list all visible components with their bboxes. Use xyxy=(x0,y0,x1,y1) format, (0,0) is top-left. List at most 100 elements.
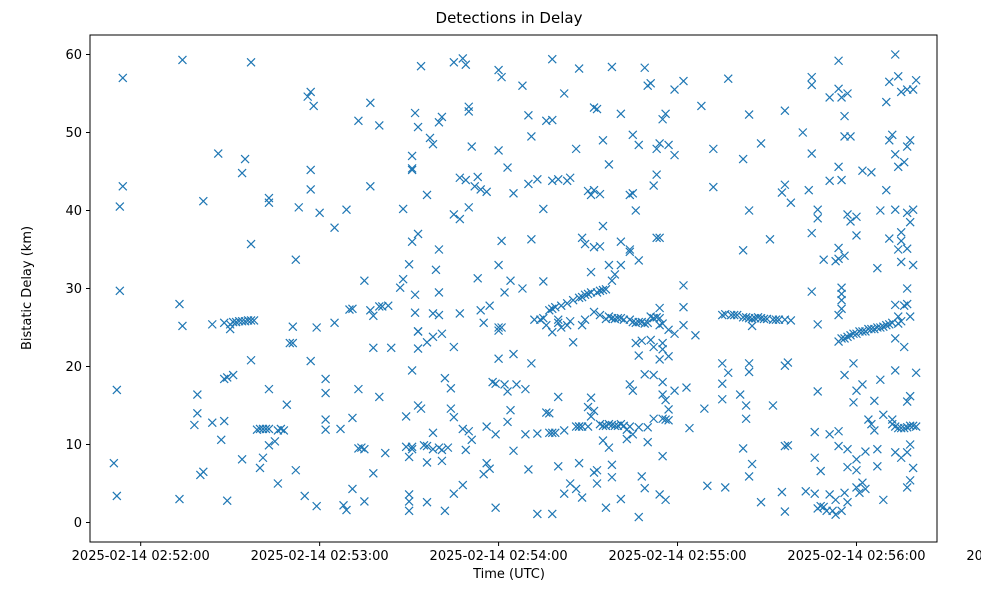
x-tick-label: 2025-02-14 02:53:00 xyxy=(251,549,389,564)
data-point xyxy=(365,98,375,108)
data-point xyxy=(843,444,852,454)
data-point xyxy=(336,424,345,434)
data-point xyxy=(112,491,122,501)
data-point xyxy=(509,188,518,198)
data-point xyxy=(464,426,474,436)
data-point xyxy=(640,483,650,493)
data-point xyxy=(843,462,852,472)
data-point xyxy=(884,135,894,145)
data-point xyxy=(902,397,912,407)
data-point xyxy=(896,316,906,326)
data-point xyxy=(840,370,849,380)
data-point xyxy=(348,484,357,494)
data-point xyxy=(482,458,492,468)
data-point xyxy=(434,310,444,320)
data-point xyxy=(843,497,852,507)
data-point xyxy=(887,130,897,140)
data-point xyxy=(509,446,518,456)
data-point xyxy=(568,295,578,305)
data-point xyxy=(837,289,846,299)
data-point xyxy=(198,467,208,477)
data-point xyxy=(526,358,536,368)
data-point xyxy=(837,304,846,314)
data-point xyxy=(679,320,688,330)
data-point xyxy=(440,373,450,383)
data-point xyxy=(458,424,468,434)
data-point xyxy=(374,302,384,311)
data-point xyxy=(902,447,912,457)
data-point xyxy=(461,445,471,455)
data-point xyxy=(840,111,849,121)
data-point xyxy=(628,429,638,439)
data-point xyxy=(899,423,909,433)
data-point xyxy=(473,172,483,182)
data-point xyxy=(837,283,846,293)
data-point xyxy=(625,245,635,254)
data-point xyxy=(553,318,563,328)
data-point xyxy=(893,162,903,172)
data-point xyxy=(896,87,906,97)
data-point xyxy=(881,320,891,330)
data-point xyxy=(756,497,766,507)
data-point xyxy=(813,205,823,215)
data-point xyxy=(437,112,447,122)
data-point xyxy=(580,239,590,249)
data-point xyxy=(353,116,363,126)
data-point xyxy=(834,310,844,320)
data-point xyxy=(670,329,679,339)
data-point xyxy=(810,453,820,463)
data-point xyxy=(908,463,918,473)
data-point xyxy=(708,144,718,154)
data-point xyxy=(661,415,671,424)
data-point xyxy=(300,491,310,501)
data-point xyxy=(255,463,265,473)
data-point xyxy=(747,314,757,324)
data-point xyxy=(115,202,125,212)
data-point xyxy=(461,60,471,70)
data-point xyxy=(407,365,417,375)
data-point xyxy=(858,166,867,176)
data-point xyxy=(649,370,659,380)
data-point xyxy=(503,417,512,427)
data-point xyxy=(198,196,208,206)
data-point xyxy=(512,380,521,389)
data-point xyxy=(884,77,894,87)
plot-frame xyxy=(89,34,938,543)
data-point xyxy=(559,489,569,499)
data-point xyxy=(905,135,915,145)
data-point xyxy=(640,369,650,379)
y-tick-label: 20 xyxy=(65,360,82,375)
data-point xyxy=(491,429,501,439)
data-point xyxy=(780,180,790,190)
data-point xyxy=(717,394,727,404)
data-point xyxy=(828,506,838,516)
data-point xyxy=(467,142,477,151)
data-point xyxy=(458,480,468,490)
data-point xyxy=(735,390,745,400)
data-point xyxy=(908,421,918,431)
data-point xyxy=(246,239,256,249)
data-point xyxy=(846,216,855,226)
data-point xyxy=(565,316,575,326)
data-point xyxy=(717,358,727,368)
data-point xyxy=(192,408,202,418)
data-point xyxy=(849,397,858,407)
data-point xyxy=(431,265,441,275)
data-point xyxy=(213,149,223,158)
chart-title: Detections in Delay xyxy=(436,9,583,27)
data-point xyxy=(691,330,700,340)
data-point xyxy=(911,75,921,85)
data-point xyxy=(625,422,635,431)
data-point xyxy=(816,466,826,476)
data-point xyxy=(846,131,855,141)
data-point xyxy=(908,205,918,215)
data-point xyxy=(494,146,504,155)
data-point xyxy=(518,284,527,293)
data-point xyxy=(526,131,536,141)
data-point xyxy=(834,84,844,94)
data-point xyxy=(437,456,447,466)
data-point xyxy=(741,312,751,322)
data-point xyxy=(270,436,280,446)
data-point xyxy=(855,488,864,498)
data-point xyxy=(416,61,426,71)
